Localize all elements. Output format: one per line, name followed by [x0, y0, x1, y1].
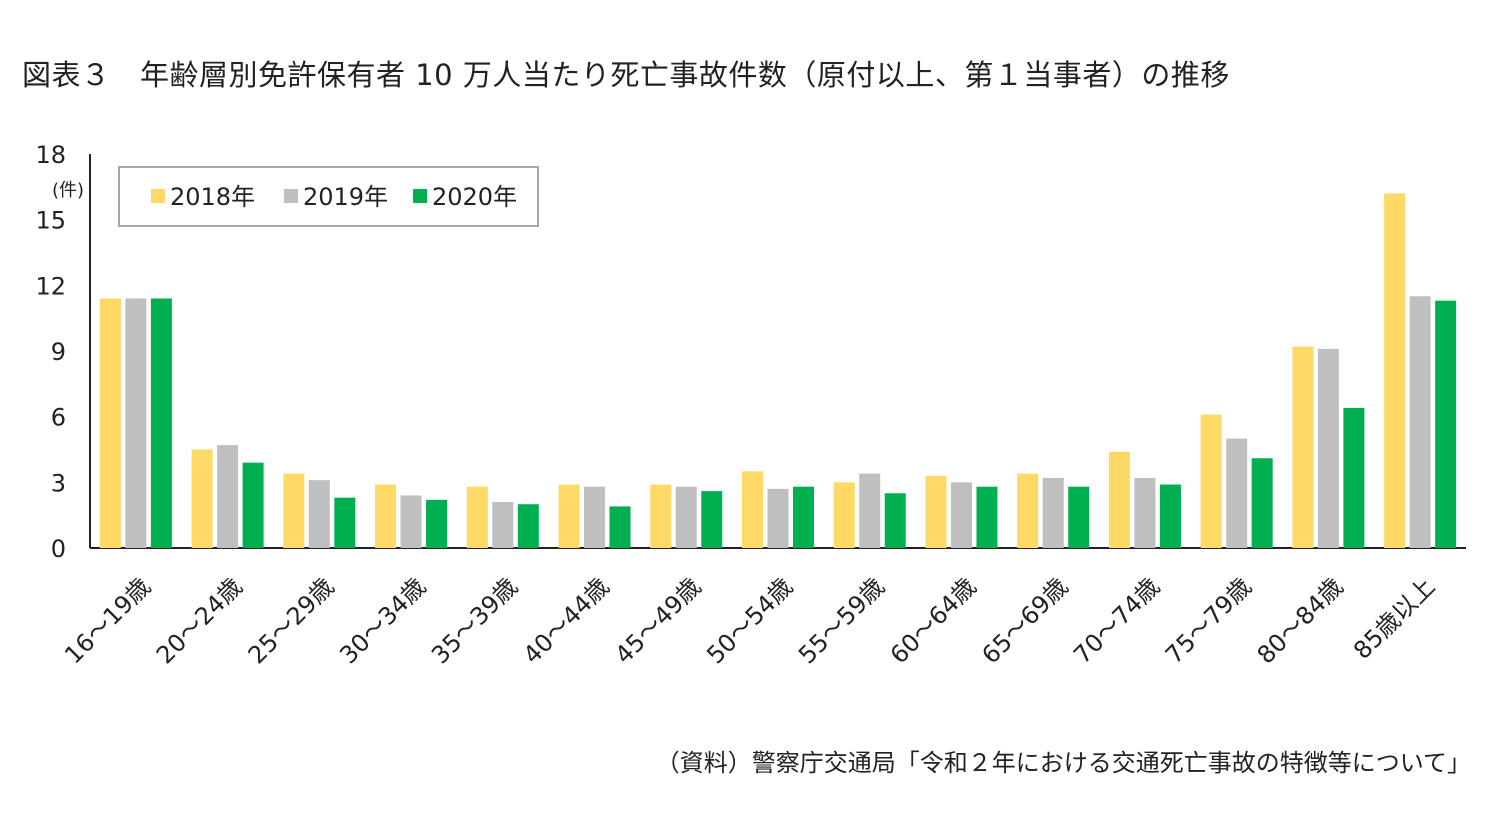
- x-tick-label: 55～59歳: [793, 572, 890, 669]
- bar-1: [742, 471, 763, 548]
- bar-3: [426, 499, 448, 548]
- bar-2: [859, 473, 881, 548]
- y-axis-unit-label: (件): [52, 180, 84, 201]
- bar-2: [1409, 296, 1431, 548]
- bar-2: [217, 445, 239, 548]
- bar-2: [1134, 477, 1156, 548]
- bar-2: [767, 488, 789, 548]
- x-axis-labels: 16～19歳20～24歳25～29歳30～34歳35～39歳40～44歳45～4…: [59, 572, 1440, 669]
- bar-2: [492, 502, 514, 548]
- bar-1: [833, 482, 855, 548]
- bar-3: [976, 486, 998, 548]
- bar-1: [650, 484, 672, 548]
- x-tick-label: 25～29歳: [243, 572, 340, 669]
- legend-label: 2019年: [303, 183, 388, 211]
- bar-2: [1042, 477, 1064, 548]
- x-tick-label: 60～64歳: [885, 572, 982, 669]
- bar-3: [242, 462, 264, 548]
- x-tick-label: 30～34歳: [334, 572, 431, 669]
- legend-label: 2018年: [170, 183, 255, 211]
- bar-3: [884, 493, 906, 548]
- x-tick-label: 70～74歳: [1068, 572, 1165, 669]
- chart-title: 図表３ 年齢層別免許保有者 10 万人当たり死亡事故件数（原付以上、第１当事者）…: [22, 58, 1230, 92]
- bar-3: [1251, 458, 1273, 548]
- bar-2: [1317, 348, 1339, 548]
- y-tick-label: 15: [35, 207, 66, 235]
- y-tick-label: 6: [51, 404, 66, 432]
- bar-3: [334, 497, 356, 548]
- x-tick-label: 75～79歳: [1160, 572, 1257, 669]
- x-tick-label: 16～19歳: [59, 572, 156, 669]
- legend-swatch: [413, 189, 427, 203]
- bar-1: [1200, 414, 1222, 548]
- bar-1: [1017, 473, 1039, 548]
- bar-3: [1159, 484, 1181, 548]
- bar-1: [466, 486, 488, 548]
- bars: [99, 193, 1457, 548]
- x-tick-label: 50～54歳: [701, 572, 798, 669]
- bar-2: [400, 495, 422, 548]
- source-note: （資料）警察庁交通局「令和２年における交通死亡事故の特徴等について」: [655, 749, 1471, 777]
- legend-box: [118, 166, 539, 227]
- x-tick-label: 45～49歳: [610, 572, 707, 669]
- bar-2: [1226, 438, 1248, 548]
- bar-2: [125, 298, 147, 548]
- x-tick-label: 40～44歳: [518, 572, 615, 669]
- bar-2: [584, 486, 606, 548]
- y-tick-label: 3: [51, 469, 66, 497]
- bar-3: [517, 504, 539, 548]
- legend-swatch: [151, 189, 165, 203]
- y-tick-label: 0: [51, 535, 66, 563]
- bar-2: [308, 480, 330, 548]
- bar-1: [375, 484, 397, 548]
- y-tick-label: 18: [35, 141, 66, 169]
- bar-3: [1435, 300, 1457, 548]
- bar-3: [1068, 486, 1090, 548]
- bar-3: [793, 486, 814, 548]
- bar-1: [558, 484, 580, 548]
- legend-swatch: [284, 189, 298, 203]
- bar-1: [283, 473, 305, 548]
- x-tick-label: 85歳以上: [1348, 572, 1440, 664]
- bar-3: [150, 298, 172, 548]
- y-tick-label: 12: [35, 272, 66, 300]
- bar-2: [950, 482, 972, 548]
- bar-1: [1108, 451, 1130, 548]
- x-tick-label: 80～84歳: [1252, 572, 1349, 669]
- bar-2: [675, 486, 697, 548]
- x-tick-label: 35～39歳: [426, 572, 523, 669]
- bar-3: [1343, 407, 1365, 548]
- bar-1: [1384, 193, 1406, 548]
- bar-3: [701, 491, 723, 548]
- bar-1: [1292, 346, 1314, 548]
- bar-3: [609, 506, 631, 548]
- bar-1: [925, 475, 947, 548]
- x-tick-label: 20～24歳: [151, 572, 248, 669]
- y-tick-label: 9: [51, 338, 66, 366]
- legend-label: 2020年: [432, 183, 517, 211]
- bar-1: [191, 449, 213, 548]
- x-tick-label: 65～69歳: [977, 572, 1074, 669]
- legend: 2018年 2019年 2020年: [118, 166, 539, 227]
- bar-1: [99, 298, 121, 548]
